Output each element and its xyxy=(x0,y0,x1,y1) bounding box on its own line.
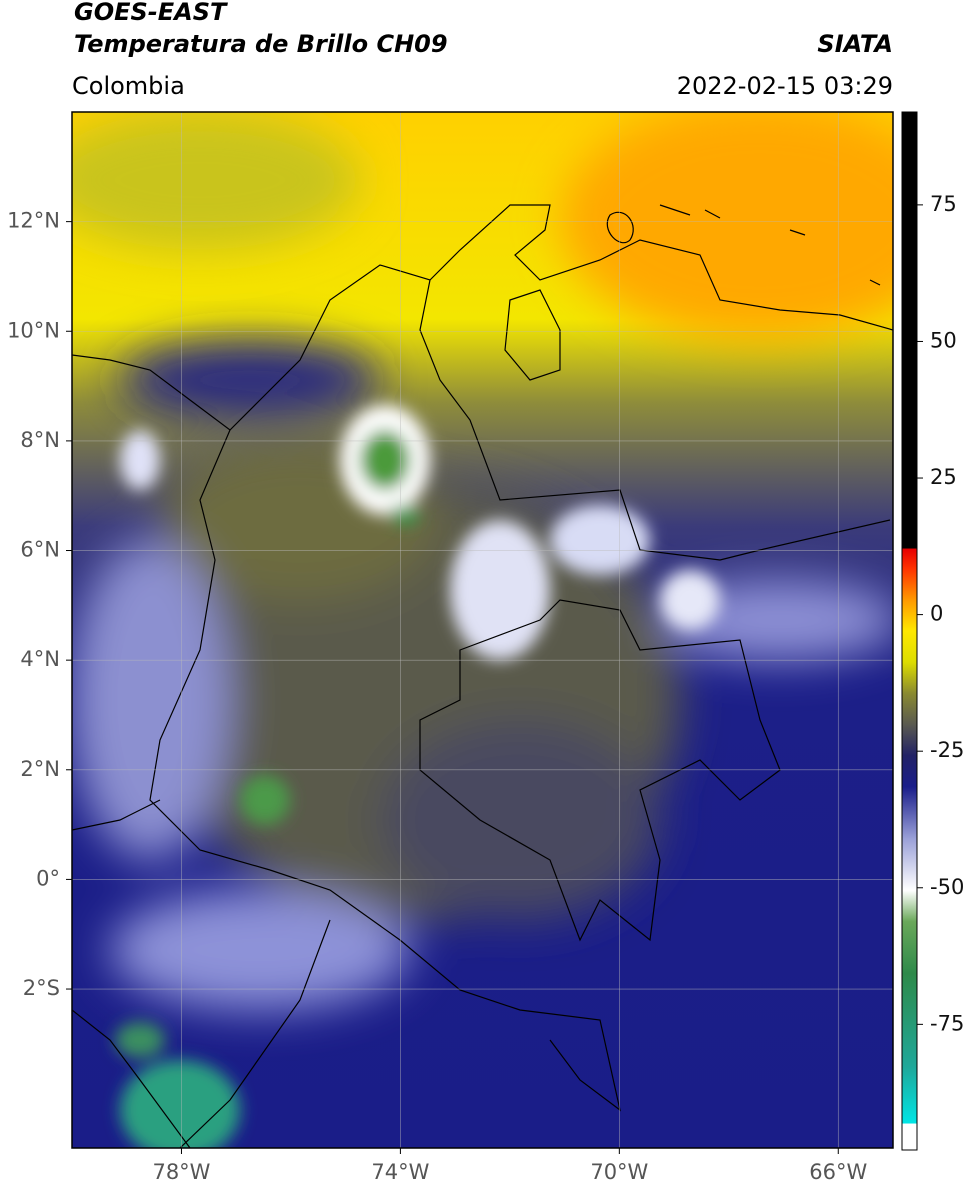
y-tick-label: 4°N xyxy=(20,647,60,671)
colorbar-tick-label: 0 xyxy=(930,602,943,626)
y-tick-label: 2°N xyxy=(20,757,60,781)
colorbar-tick-label: 50 xyxy=(930,328,957,352)
colorbar xyxy=(901,111,918,1151)
satellite-image xyxy=(72,112,893,1148)
y-tick-label: 0° xyxy=(36,866,60,890)
y-tick-label: 10°N xyxy=(7,318,60,342)
title: GOES-EAST xyxy=(74,0,228,26)
y-tick-label: 6°N xyxy=(20,538,60,562)
region: Colombia xyxy=(72,72,185,100)
y-tick-label: 8°N xyxy=(20,428,60,452)
source: SIATA xyxy=(817,30,893,58)
colorbar-tick-label: -75 xyxy=(930,1011,964,1035)
x-tick-label: 78°W xyxy=(152,1160,210,1184)
subtitle: Temperatura de Brillo CH09 xyxy=(74,30,448,58)
x-tick-label: 66°W xyxy=(809,1160,867,1184)
y-tick-label: 2°S xyxy=(23,976,60,1000)
colorbar-tick-label: -50 xyxy=(930,875,964,899)
map-frame xyxy=(71,111,894,1149)
colorbar-tick-label: 25 xyxy=(930,465,957,489)
y-tick-label: 12°N xyxy=(7,209,60,233)
colorbar-tick-label: 75 xyxy=(930,192,957,216)
colorbar-tick-label: -25 xyxy=(930,738,964,762)
x-tick-label: 70°W xyxy=(590,1160,648,1184)
graticule xyxy=(72,112,893,1148)
x-tick-label: 74°W xyxy=(371,1160,429,1184)
datetime: 2022-02-15 03:29 xyxy=(677,72,893,100)
